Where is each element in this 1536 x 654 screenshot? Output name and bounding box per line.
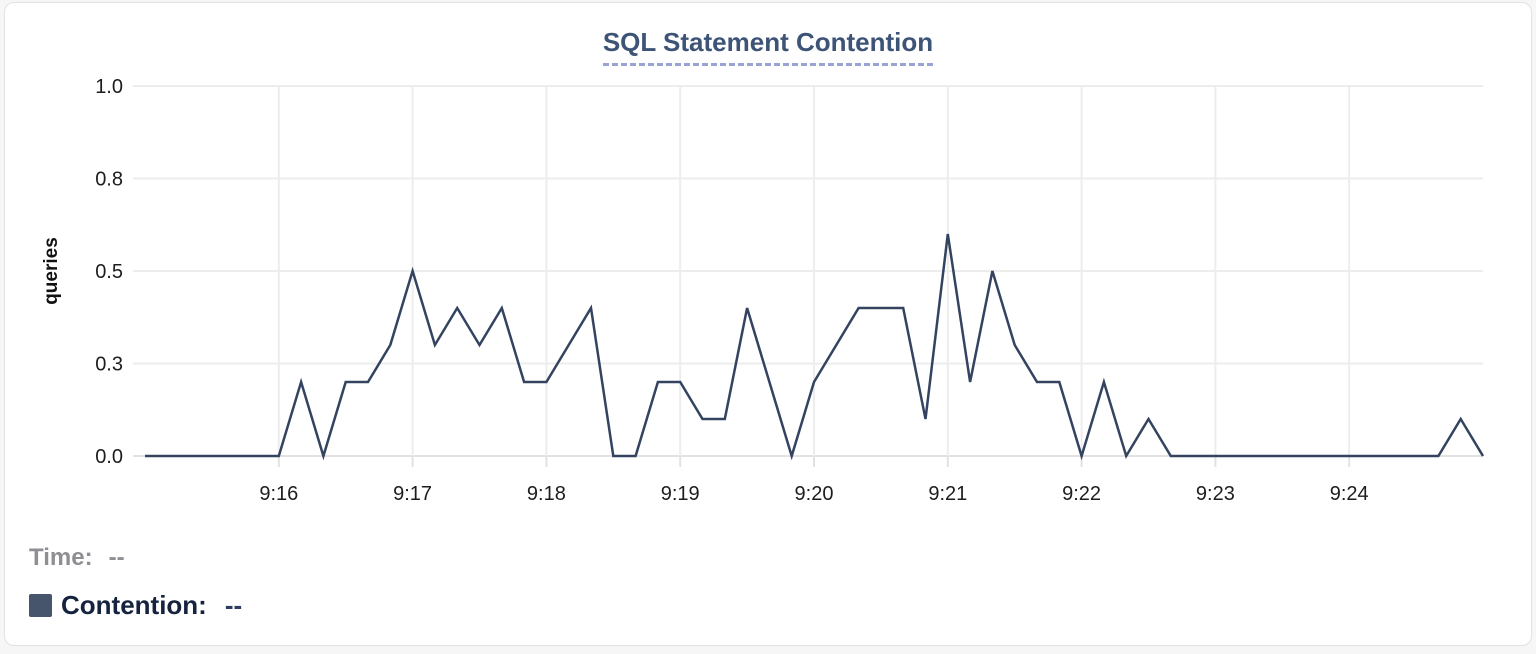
- contention-line-chart[interactable]: 0.00.30.50.81.09:16 9:17 9:18 9:19 9:20 9:21 9…: [5, 3, 1533, 523]
- y-axis-label: queries: [41, 237, 62, 305]
- x-gridlines: [277, 86, 1351, 467]
- x-tick-label: 9:22: [1062, 483, 1101, 505]
- contention-series-line: [145, 233, 1485, 461]
- x-tick-label: 9:17: [393, 483, 432, 505]
- legend-contention-label: Contention:: [61, 589, 207, 620]
- x-tick-labels: 9:16 9:17 9:18 9:19 9:20 9:21 9:22 9:23 9:24: [259, 483, 1368, 505]
- chart-header: SQL Statement Contention: [5, 27, 1531, 66]
- x-tick-label: 9:16: [259, 483, 298, 505]
- y-tick-label: 0.0: [95, 446, 123, 468]
- x-tick-label: 9:24: [1330, 483, 1369, 505]
- tooltip-time-row: Time: --: [29, 543, 242, 573]
- legend-contention-row: Contention: --: [29, 589, 242, 621]
- y-tick-label: 0.3: [95, 354, 123, 376]
- y-tick-labels: 0.0 0.3 0.5 0.8 1.0: [95, 76, 123, 468]
- x-tick-label: 9:21: [928, 483, 967, 505]
- tooltip-time-label: Time:: [29, 544, 93, 571]
- legend-contention-value: --: [224, 589, 243, 620]
- contention-series-swatch: [29, 593, 52, 617]
- chart-card: SQL Statement Contention queries 0.0 0.3 0…: [4, 2, 1532, 646]
- x-tick-label: 9:19: [661, 483, 700, 505]
- x-tick-label: 9:18: [527, 483, 566, 505]
- tooltip-time-value: --: [108, 544, 125, 571]
- chart-tooltip-legend: Time: -- Contention: --: [29, 543, 242, 621]
- chart-title[interactable]: SQL Statement Contention: [602, 27, 934, 66]
- y-tick-label: 0.5: [95, 261, 123, 283]
- y-tick-label: 1.0: [95, 76, 123, 98]
- x-tick-label: 9:23: [1196, 483, 1235, 505]
- x-tick-label: 9:20: [795, 483, 834, 505]
- y-tick-label: 0.8: [95, 169, 123, 191]
